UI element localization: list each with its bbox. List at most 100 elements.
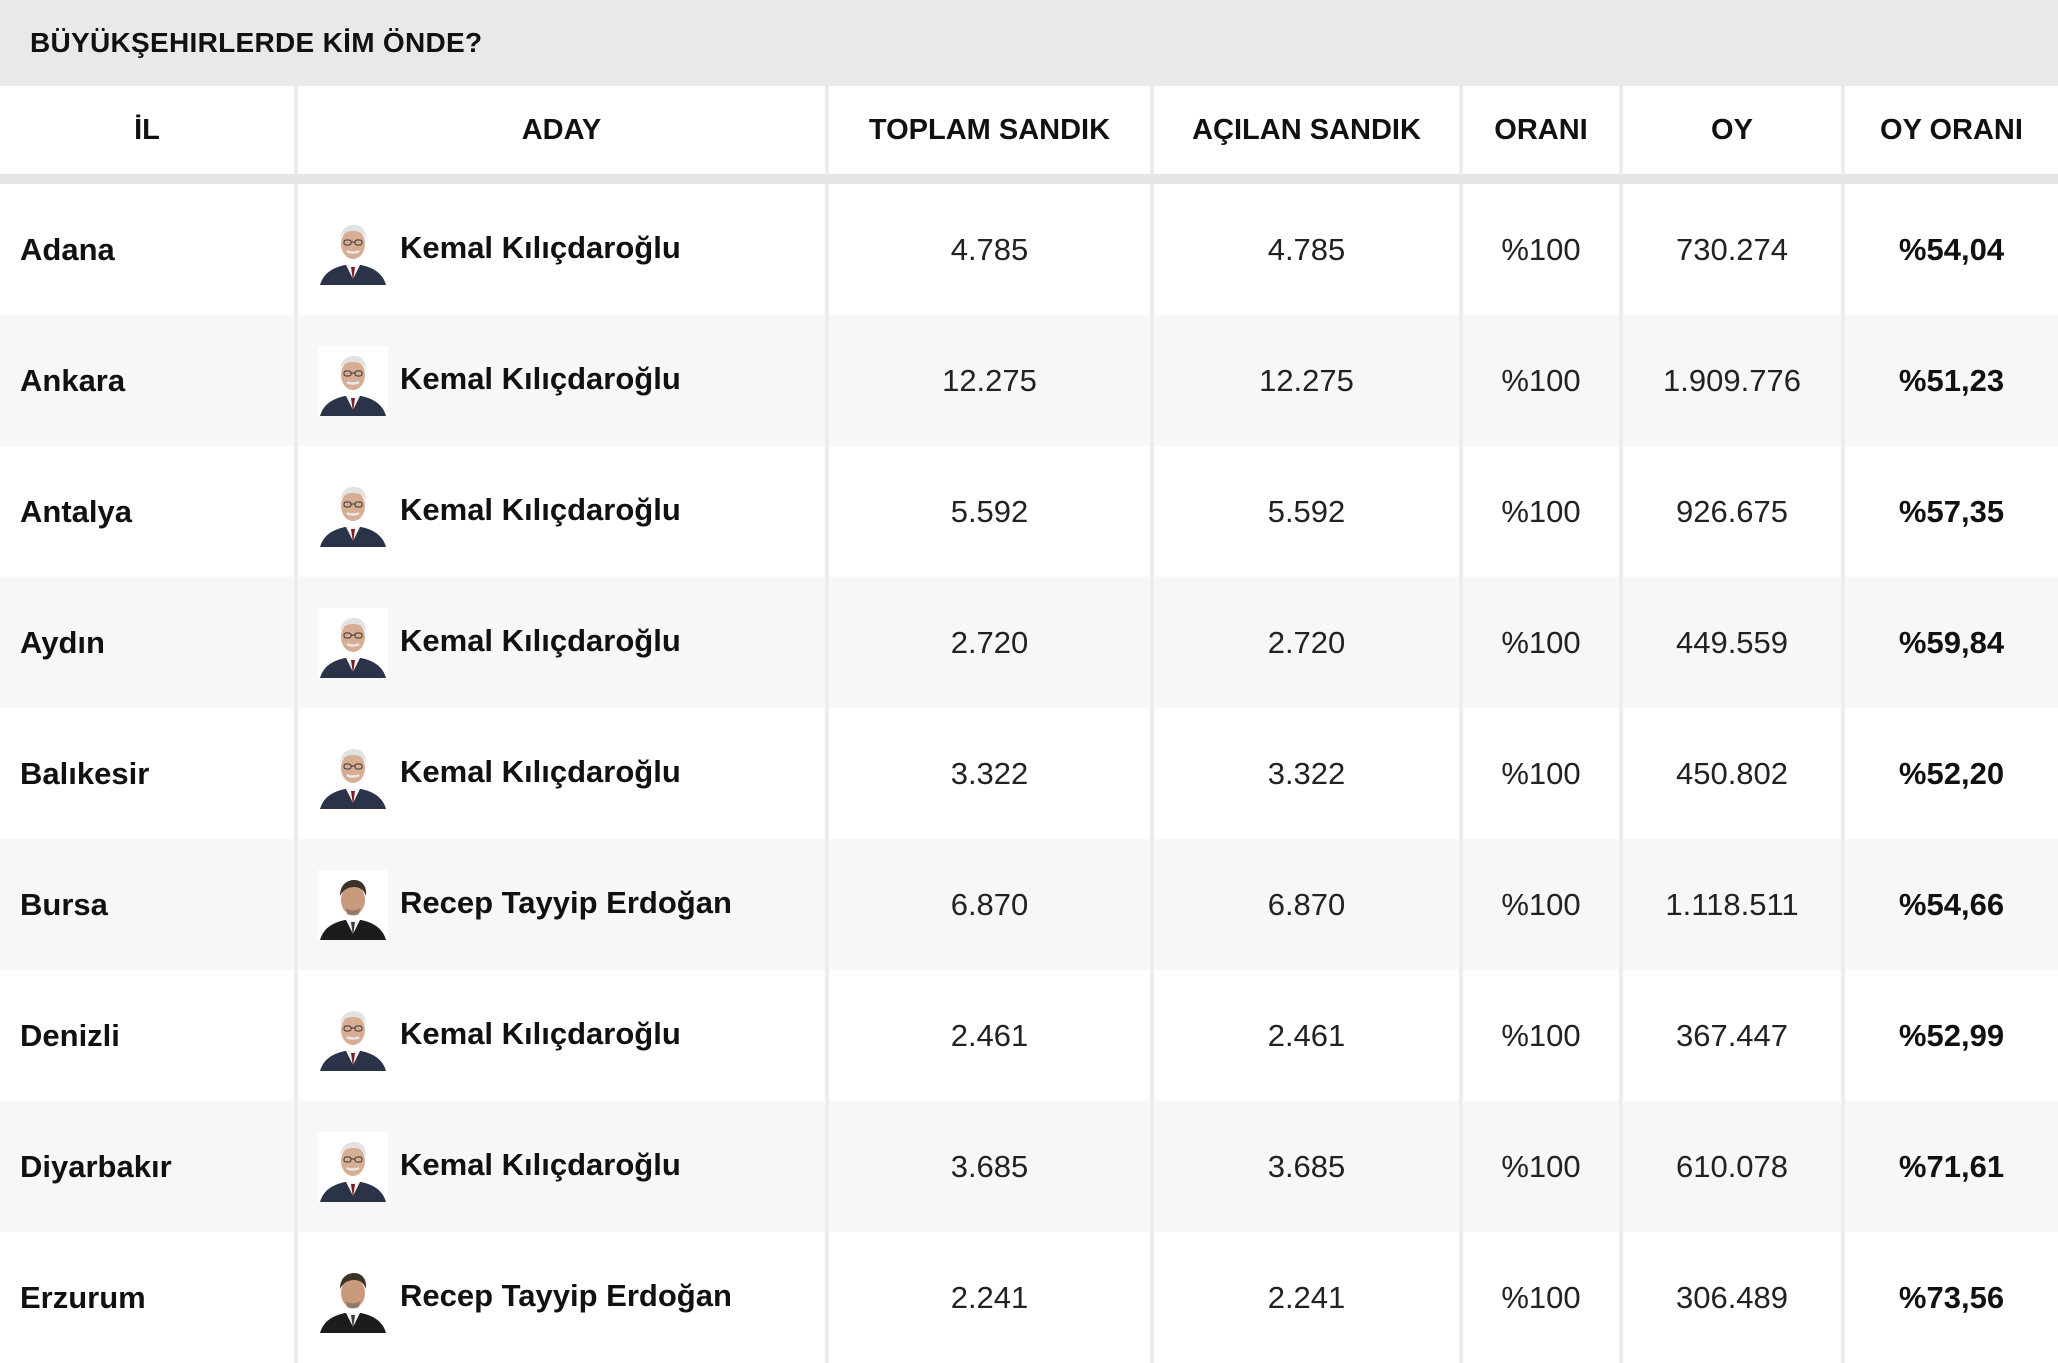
total-ballot-boxes: 4.785 — [827, 179, 1154, 315]
candidate-cell: Recep Tayyip Erdoğan — [296, 1232, 829, 1363]
candidate-cell: Kemal Kılıçdaroğlu — [296, 315, 829, 446]
candidate-cell: Kemal Kılıçdaroğlu — [296, 708, 829, 839]
kilicdaroglu-portrait-icon — [318, 345, 388, 416]
table-row: Erzurum Recep Tayyip Erdoğan 2.241 2.241… — [0, 1232, 2058, 1363]
vote-count: 1.909.776 — [1621, 315, 1845, 446]
column-header-orani: ORANI — [1461, 86, 1623, 184]
column-header-acilan-sandik: AÇILAN SANDIK — [1152, 86, 1463, 184]
table-row: Diyarbakır Kemal Kılıçdaroğlu 3.685 3.68… — [0, 1101, 2058, 1232]
candidate-name: Recep Tayyip Erdoğan — [400, 884, 732, 920]
vote-share: %52,20 — [1843, 708, 2058, 839]
candidate-name: Recep Tayyip Erdoğan — [400, 1277, 732, 1313]
opened-ballot-boxes: 12.275 — [1152, 315, 1463, 446]
opened-ratio: %100 — [1461, 315, 1623, 446]
opened-ratio: %100 — [1461, 577, 1623, 708]
total-ballot-boxes: 3.322 — [827, 708, 1154, 839]
total-ballot-boxes: 3.685 — [827, 1101, 1154, 1232]
column-header-oy-orani: OY ORANI — [1843, 86, 2058, 184]
vote-share: %52,99 — [1843, 970, 2058, 1101]
vote-count: 1.118.511 — [1621, 839, 1845, 970]
opened-ballot-boxes: 5.592 — [1152, 446, 1463, 577]
erdogan-portrait-icon — [318, 1262, 388, 1333]
opened-ratio: %100 — [1461, 839, 1623, 970]
vote-count: 450.802 — [1621, 708, 1845, 839]
candidate-cell: Kemal Kılıçdaroğlu — [296, 446, 829, 577]
table-row: Aydın Kemal Kılıçdaroğlu 2.720 2.720 %10… — [0, 577, 2058, 708]
province-name: Aydın — [0, 577, 298, 708]
candidate-cell: Kemal Kılıçdaroğlu — [296, 970, 829, 1101]
candidate-cell: Recep Tayyip Erdoğan — [296, 839, 829, 970]
province-name: Denizli — [0, 970, 298, 1101]
table-body: Adana Kemal Kılıçdaroğlu 4.785 4.785 %10… — [0, 179, 2058, 1363]
vote-count: 610.078 — [1621, 1101, 1845, 1232]
kilicdaroglu-portrait-icon — [318, 607, 388, 678]
total-ballot-boxes: 12.275 — [827, 315, 1154, 446]
vote-count: 730.274 — [1621, 179, 1845, 315]
opened-ratio: %100 — [1461, 708, 1623, 839]
candidate-name: Kemal Kılıçdaroğlu — [400, 229, 681, 265]
province-name: Erzurum — [0, 1232, 298, 1363]
opened-ballot-boxes: 6.870 — [1152, 839, 1463, 970]
vote-share: %54,66 — [1843, 839, 2058, 970]
kilicdaroglu-portrait-icon — [318, 476, 388, 547]
vote-share: %71,61 — [1843, 1101, 2058, 1232]
table-row: Adana Kemal Kılıçdaroğlu 4.785 4.785 %10… — [0, 179, 2058, 315]
opened-ballot-boxes: 2.720 — [1152, 577, 1463, 708]
vote-share: %51,23 — [1843, 315, 2058, 446]
vote-count: 449.559 — [1621, 577, 1845, 708]
opened-ballot-boxes: 2.461 — [1152, 970, 1463, 1101]
table-row: Balıkesir Kemal Kılıçdaroğlu 3.322 3.322… — [0, 708, 2058, 839]
vote-count: 306.489 — [1621, 1232, 1845, 1363]
province-name: Ankara — [0, 315, 298, 446]
column-header-aday: ADAY — [296, 86, 829, 184]
erdogan-portrait-icon — [318, 869, 388, 940]
table-row: Bursa Recep Tayyip Erdoğan 6.870 6.870 %… — [0, 839, 2058, 970]
vote-count: 926.675 — [1621, 446, 1845, 577]
opened-ratio: %100 — [1461, 179, 1623, 315]
opened-ballot-boxes: 3.322 — [1152, 708, 1463, 839]
candidate-name: Kemal Kılıçdaroğlu — [400, 622, 681, 658]
kilicdaroglu-portrait-icon — [318, 1000, 388, 1071]
candidate-name: Kemal Kılıçdaroğlu — [400, 1015, 681, 1051]
kilicdaroglu-portrait-icon — [318, 738, 388, 809]
table-row: Denizli Kemal Kılıçdaroğlu 2.461 2.461 %… — [0, 970, 2058, 1101]
province-name: Diyarbakır — [0, 1101, 298, 1232]
vote-share: %73,56 — [1843, 1232, 2058, 1363]
kilicdaroglu-portrait-icon — [318, 1131, 388, 1202]
widget-title: BÜYÜKŞEHIRLERDE KİM ÖNDE? — [0, 0, 2058, 86]
total-ballot-boxes: 5.592 — [827, 446, 1154, 577]
column-header-oy: OY — [1621, 86, 1845, 184]
opened-ratio: %100 — [1461, 1232, 1623, 1363]
vote-share: %59,84 — [1843, 577, 2058, 708]
total-ballot-boxes: 2.720 — [827, 577, 1154, 708]
province-name: Bursa — [0, 839, 298, 970]
total-ballot-boxes: 2.461 — [827, 970, 1154, 1101]
results-table: İL ADAY TOPLAM SANDIK AÇILAN SANDIK ORAN… — [0, 86, 2058, 1363]
candidate-cell: Kemal Kılıçdaroğlu — [296, 179, 829, 315]
candidate-cell: Kemal Kılıçdaroğlu — [296, 1101, 829, 1232]
province-name: Balıkesir — [0, 708, 298, 839]
opened-ballot-boxes: 2.241 — [1152, 1232, 1463, 1363]
table-row: Ankara Kemal Kılıçdaroğlu 12.275 12.275 … — [0, 315, 2058, 446]
vote-share: %54,04 — [1843, 179, 2058, 315]
column-header-toplam-sandik: TOPLAM SANDIK — [827, 86, 1154, 184]
province-name: Adana — [0, 179, 298, 315]
candidate-name: Kemal Kılıçdaroğlu — [400, 360, 681, 396]
kilicdaroglu-portrait-icon — [318, 214, 388, 285]
table-header-row: İL ADAY TOPLAM SANDIK AÇILAN SANDIK ORAN… — [0, 86, 2058, 184]
opened-ratio: %100 — [1461, 970, 1623, 1101]
candidate-name: Kemal Kılıçdaroğlu — [400, 753, 681, 789]
column-header-il: İL — [0, 86, 298, 184]
opened-ratio: %100 — [1461, 1101, 1623, 1232]
vote-count: 367.447 — [1621, 970, 1845, 1101]
total-ballot-boxes: 2.241 — [827, 1232, 1154, 1363]
opened-ballot-boxes: 3.685 — [1152, 1101, 1463, 1232]
table-row: Antalya Kemal Kılıçdaroğlu 5.592 5.592 %… — [0, 446, 2058, 577]
candidate-name: Kemal Kılıçdaroğlu — [400, 1146, 681, 1182]
candidate-cell: Kemal Kılıçdaroğlu — [296, 577, 829, 708]
opened-ratio: %100 — [1461, 446, 1623, 577]
vote-share: %57,35 — [1843, 446, 2058, 577]
opened-ballot-boxes: 4.785 — [1152, 179, 1463, 315]
total-ballot-boxes: 6.870 — [827, 839, 1154, 970]
